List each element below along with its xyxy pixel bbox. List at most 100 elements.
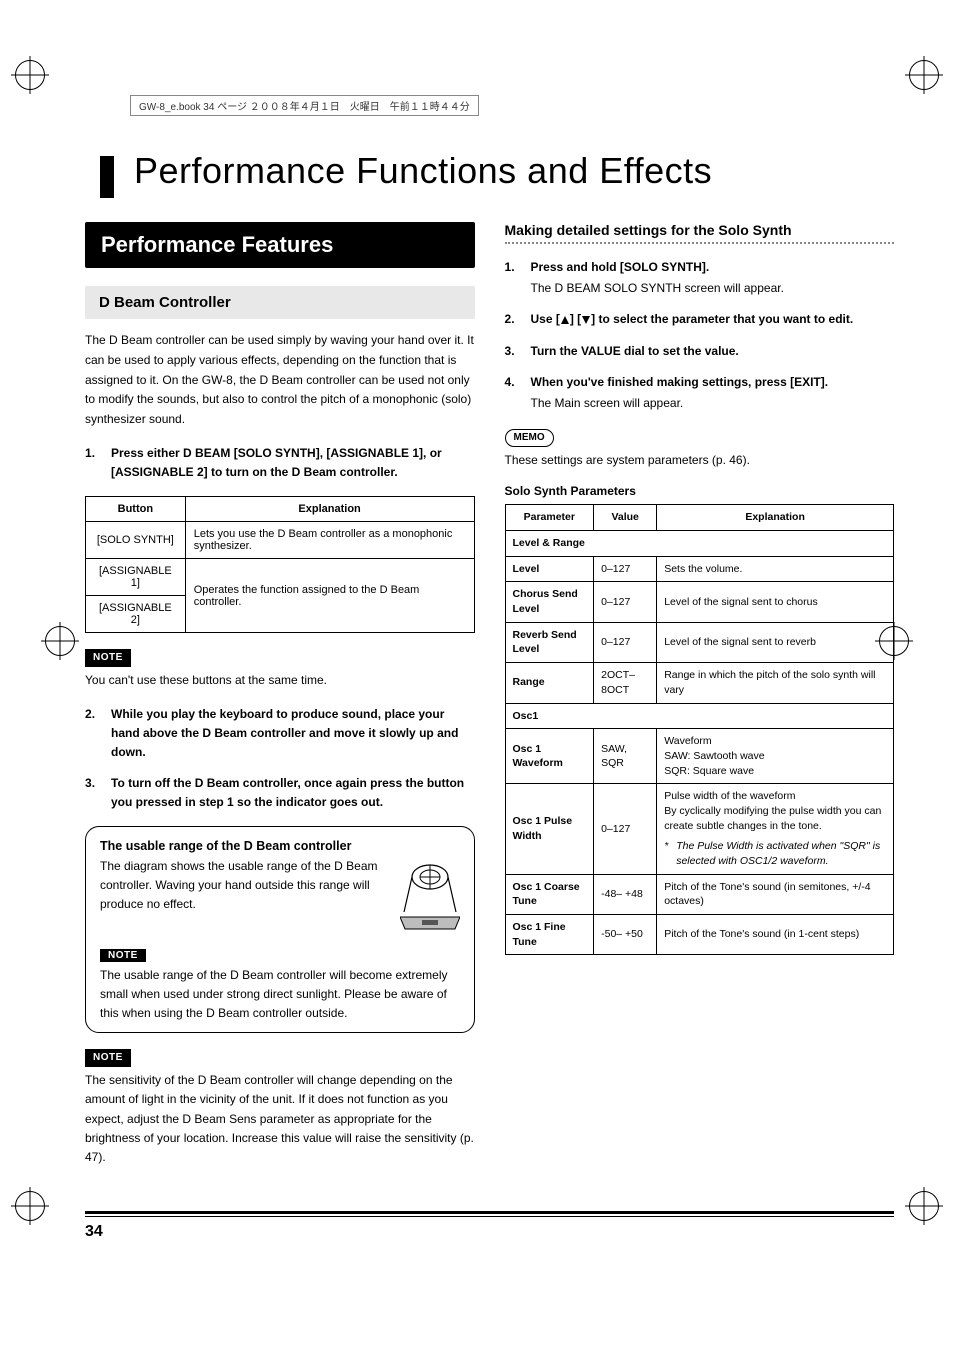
- table-row: Range2OCT–8OCTRange in which the pitch o…: [505, 663, 894, 703]
- param-value: -48– +48: [594, 874, 657, 914]
- table-row: Level0–127Sets the volume.: [505, 556, 894, 582]
- param-explanation: Pitch of the Tone's sound (in semitones,…: [657, 874, 894, 914]
- param-explanation: Pitch of the Tone's sound (in 1-cent ste…: [657, 915, 894, 955]
- table-header: Parameter: [505, 505, 594, 531]
- param-name: Reverb Send Level: [505, 622, 594, 662]
- param-name: Osc 1 Waveform: [505, 729, 594, 784]
- table-row: Osc 1 Coarse Tune-48– +48Pitch of the To…: [505, 874, 894, 914]
- param-name: Osc 1 Fine Tune: [505, 915, 594, 955]
- step-1: Press either D BEAM [SOLO SYNTH], [ASSIG…: [85, 444, 475, 482]
- note-text: The sensitivity of the D Beam controller…: [85, 1073, 474, 1164]
- step-r3: Turn the VALUE dial to set the value.: [505, 342, 895, 361]
- param-value: 0–127: [594, 582, 657, 622]
- txt: Use [: [531, 312, 560, 326]
- intro-paragraph: The D Beam controller can be used simply…: [85, 331, 475, 430]
- dbeam-range-icon: [400, 857, 460, 937]
- table-header: Button: [86, 497, 186, 522]
- table-row: Osc 1 Pulse Width0–127Pulse width of the…: [505, 784, 894, 874]
- step-text: While you play the keyboard to produce s…: [111, 707, 458, 759]
- param-value: 0–127: [594, 622, 657, 662]
- param-value: 2OCT–8OCT: [594, 663, 657, 703]
- note-block: NOTE The sensitivity of the D Beam contr…: [85, 1047, 475, 1167]
- steps-list-right: Press and hold [SOLO SYNTH]. The D BEAM …: [505, 258, 895, 413]
- page-number: 34: [85, 1223, 894, 1241]
- step-text: Use [ ] [ ] to select the parameter that y…: [531, 312, 854, 326]
- table-row: Chorus Send Level0–127Level of the signa…: [505, 582, 894, 622]
- param-name: Chorus Send Level: [505, 582, 594, 622]
- arrow-down-icon: [582, 316, 590, 324]
- steps-list-2: While you play the keyboard to produce s…: [85, 705, 475, 813]
- dotted-rule: [505, 240, 895, 244]
- footer-rule: [85, 1211, 894, 1217]
- table-header: Explanation: [657, 505, 894, 531]
- table-row: Reverb Send Level0–127Level of the signa…: [505, 622, 894, 662]
- registration-mark-icon: [15, 1191, 45, 1221]
- chapter-title-text: Performance Functions and Effects: [134, 150, 712, 191]
- note-text: You can't use these buttons at the same …: [85, 673, 327, 687]
- table-section-row: Level & Range: [505, 531, 894, 557]
- table-header: Explanation: [185, 497, 474, 522]
- param-explanation: Level of the signal sent to reverb: [657, 622, 894, 662]
- title-accent-icon: [100, 156, 114, 198]
- section-banner: Performance Features: [85, 222, 475, 268]
- memo-label: MEMO: [505, 429, 554, 447]
- table-row: Osc 1 WaveformSAW, SQRWaveformSAW: Sawto…: [505, 729, 894, 784]
- param-name: Level: [505, 556, 594, 582]
- box-title: The usable range of the D Beam controlle…: [100, 839, 460, 853]
- step-r2: Use [ ] [ ] to select the parameter that y…: [505, 310, 895, 329]
- step-r4: When you've finished making settings, pr…: [505, 373, 895, 413]
- step-r1: Press and hold [SOLO SYNTH]. The D BEAM …: [505, 258, 895, 298]
- params-title: Solo Synth Parameters: [505, 484, 895, 498]
- step-text: Turn the VALUE dial to set the value.: [531, 344, 739, 358]
- table-row: [ASSIGNABLE 1] Operates the function ass…: [86, 559, 475, 596]
- registration-mark-icon: [879, 626, 909, 656]
- txt: ] [: [570, 312, 581, 326]
- txt: ] to select the parameter that you want …: [591, 312, 853, 326]
- memo-block: MEMO These settings are system parameter…: [505, 427, 895, 470]
- section-name: Level & Range: [505, 531, 894, 557]
- note-label: NOTE: [85, 649, 131, 667]
- note-text: The usable range of the D Beam controlle…: [100, 968, 448, 1019]
- content-columns: Performance Features D Beam Controller T…: [85, 222, 894, 1181]
- param-value: 0–127: [594, 784, 657, 874]
- param-value: SAW, SQR: [594, 729, 657, 784]
- params-table: Parameter Value Explanation Level & Rang…: [505, 504, 895, 955]
- step-2: While you play the keyboard to produce s…: [85, 705, 475, 763]
- param-value: 0–127: [594, 556, 657, 582]
- subsection-banner: D Beam Controller: [85, 286, 475, 319]
- step-3: To turn off the D Beam controller, once …: [85, 774, 475, 812]
- button-expl: Operates the function assigned to the D …: [185, 559, 474, 633]
- step-text: To turn off the D Beam controller, once …: [111, 776, 464, 809]
- step-text: Press and hold [SOLO SYNTH].: [531, 260, 710, 274]
- param-explanation: Range in which the pitch of the solo syn…: [657, 663, 894, 703]
- param-explanation: Sets the volume.: [657, 556, 894, 582]
- param-name: Osc 1 Coarse Tune: [505, 874, 594, 914]
- memo-text: These settings are system parameters (p.…: [505, 453, 750, 467]
- step-text: When you've finished making settings, pr…: [531, 375, 829, 389]
- registration-mark-icon: [15, 60, 45, 90]
- left-column: Performance Features D Beam Controller T…: [85, 222, 475, 1181]
- section-name: Osc1: [505, 703, 894, 729]
- param-name: Range: [505, 663, 594, 703]
- button-name: [ASSIGNABLE 1]: [99, 565, 172, 589]
- param-name: Osc 1 Pulse Width: [505, 784, 594, 874]
- note-label: NOTE: [100, 949, 146, 962]
- table-row: Osc 1 Fine Tune-50– +50Pitch of the Tone…: [505, 915, 894, 955]
- box-text: The diagram shows the usable range of th…: [100, 857, 390, 913]
- step-sub: The Main screen will appear.: [531, 394, 895, 413]
- step-sub: The D BEAM SOLO SYNTH screen will appear…: [531, 279, 895, 298]
- arrow-up-icon: [561, 316, 569, 324]
- registration-mark-icon: [909, 1191, 939, 1221]
- param-explanation: Level of the signal sent to chorus: [657, 582, 894, 622]
- note-block: NOTE You can't use these buttons at the …: [85, 647, 475, 690]
- steps-list-1: Press either D BEAM [SOLO SYNTH], [ASSIG…: [85, 444, 475, 482]
- table-header: Value: [594, 505, 657, 531]
- right-column: Making detailed settings for the Solo Sy…: [505, 222, 895, 1181]
- note-label: NOTE: [85, 1049, 131, 1067]
- button-table: Button Explanation [SOLO SYNTH] Lets you…: [85, 496, 475, 633]
- book-header: GW-8_e.book 34 ページ ２００８年４月１日 火曜日 午前１１時４４…: [130, 95, 479, 116]
- registration-mark-icon: [909, 60, 939, 90]
- param-explanation: WaveformSAW: Sawtooth waveSQR: Square wa…: [657, 729, 894, 784]
- usable-range-box: The usable range of the D Beam controlle…: [85, 826, 475, 1033]
- step-text: Press either D BEAM [SOLO SYNTH], [ASSIG…: [111, 446, 442, 479]
